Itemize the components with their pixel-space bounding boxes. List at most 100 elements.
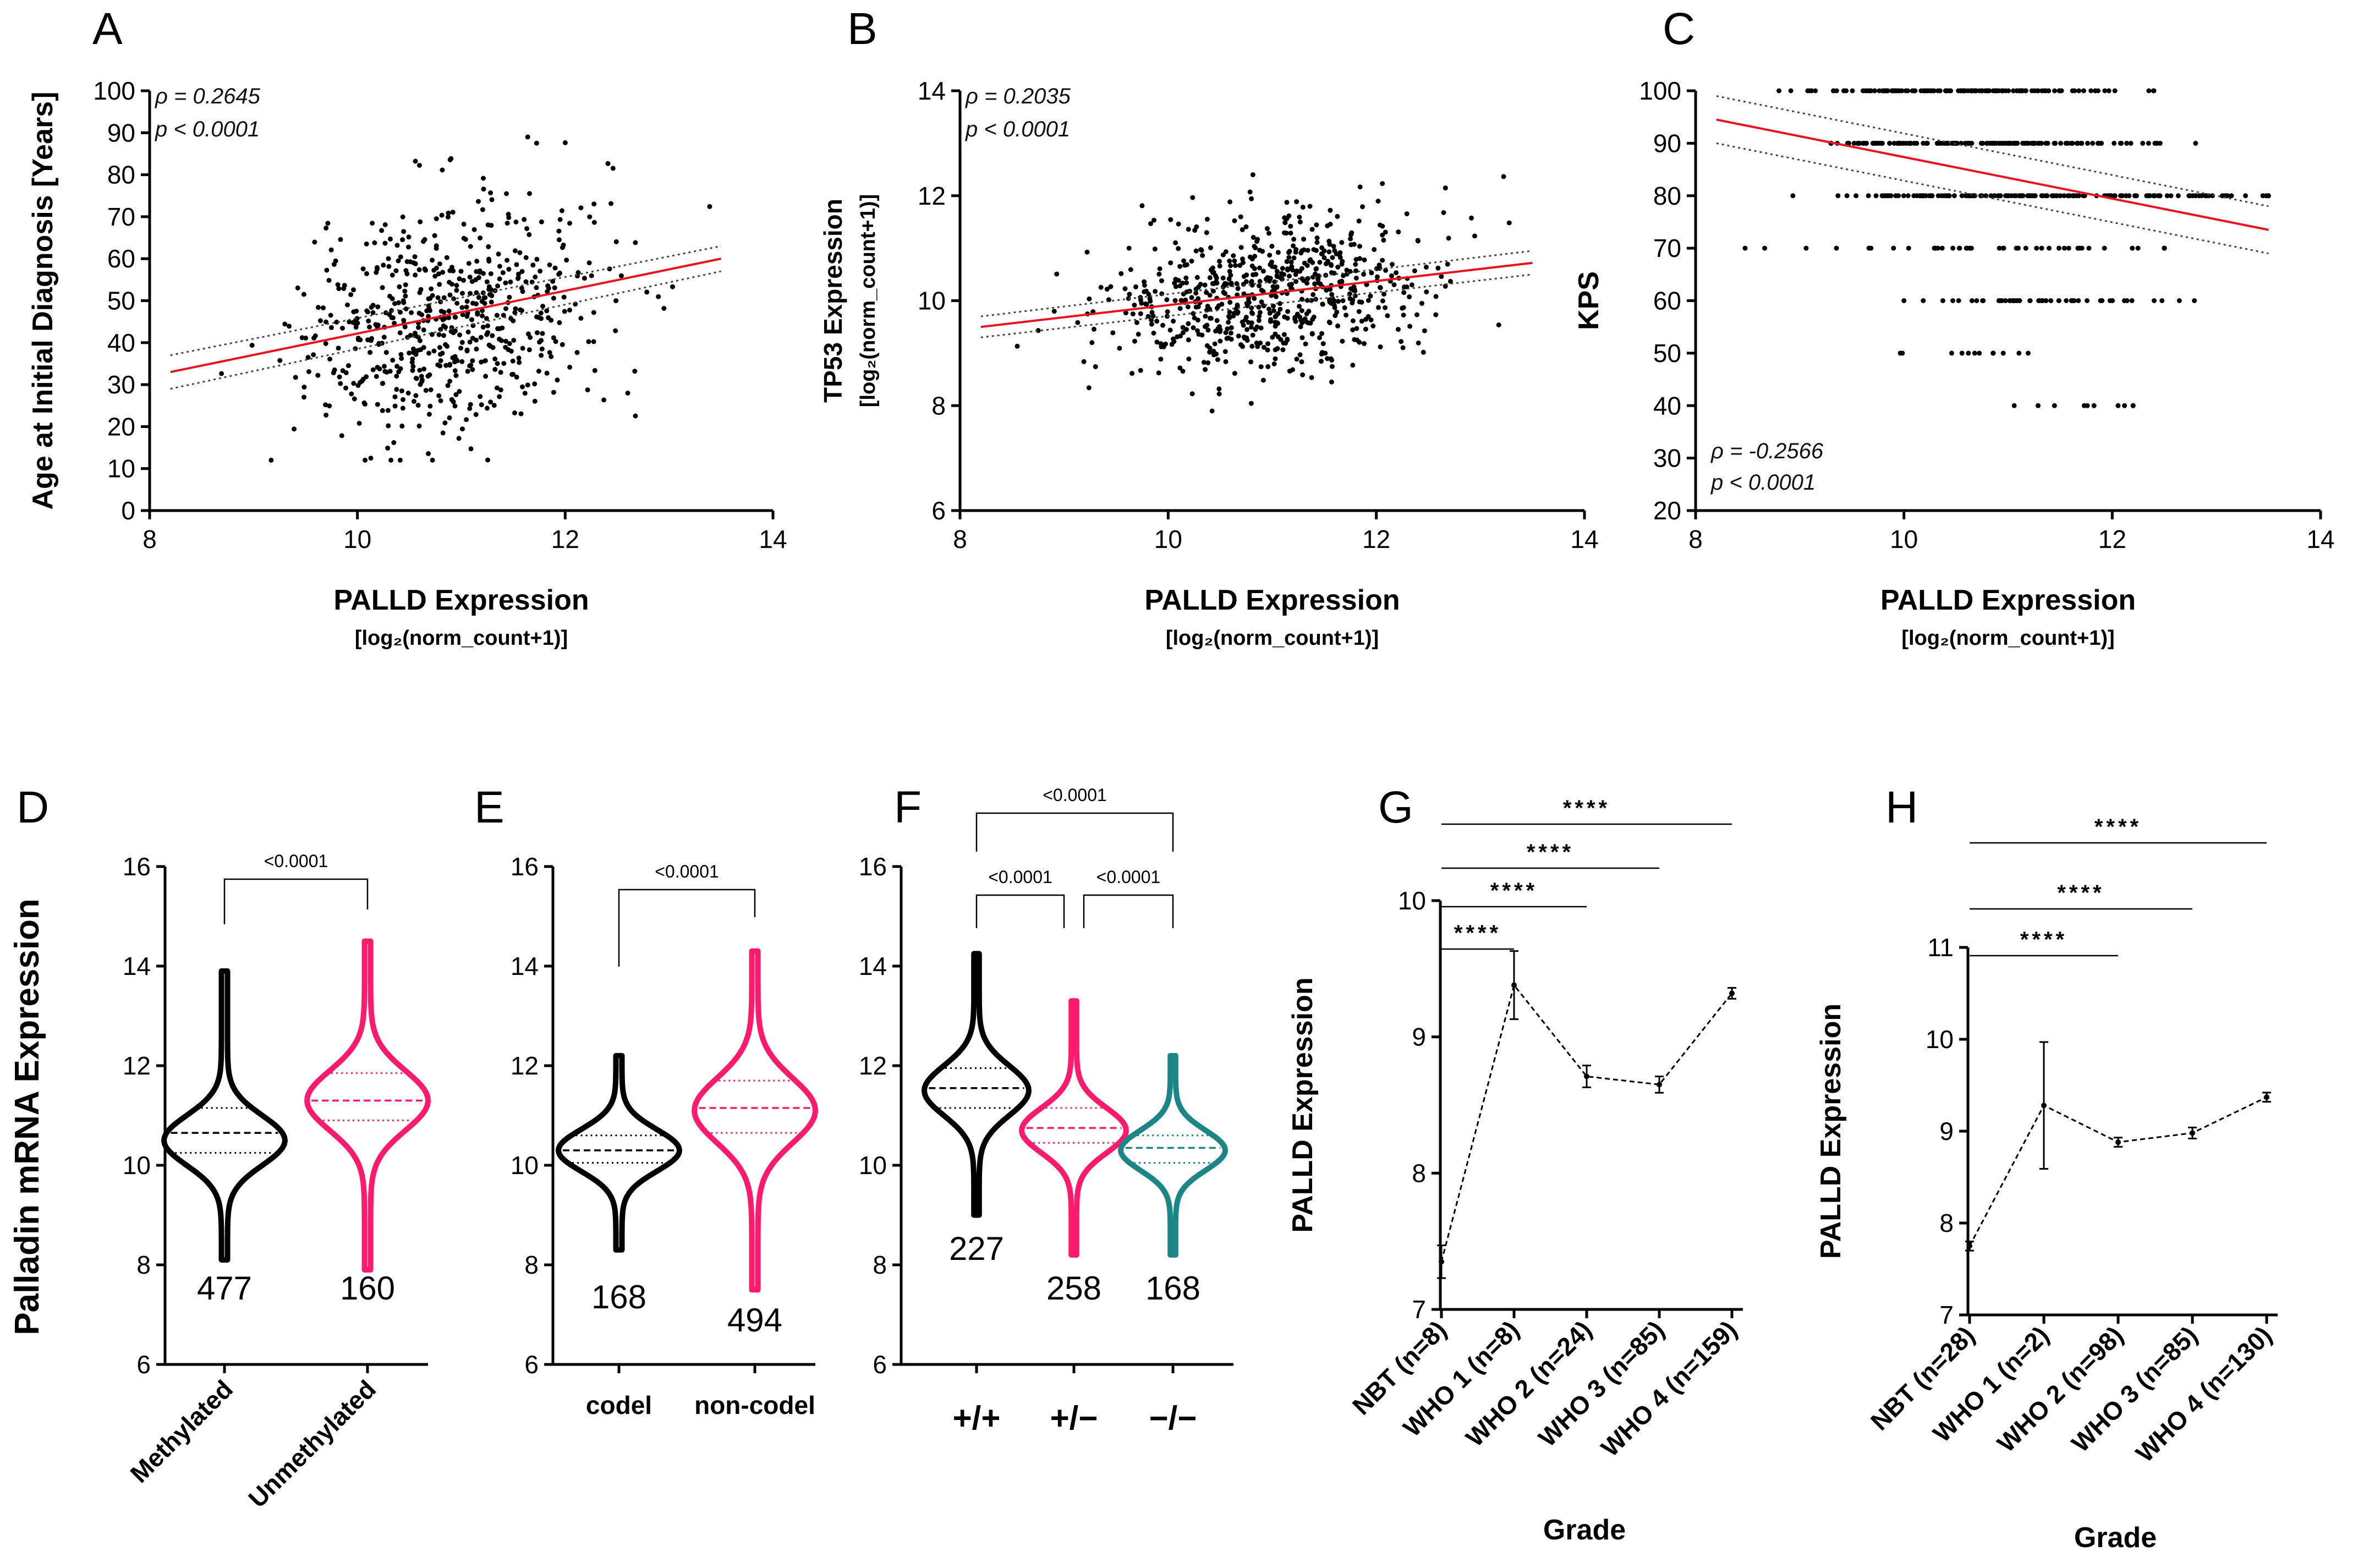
scatter-point xyxy=(430,457,435,463)
scatter-panel-C: C 8 10 12 14 20 30 40 50 60 70 80 90 100 ρ = -0.2566 p … xyxy=(1573,4,2335,650)
scatter-point xyxy=(1248,401,1254,406)
scatter-point xyxy=(1330,255,1335,260)
scatter-point xyxy=(1311,314,1317,320)
scatter-point xyxy=(1320,301,1325,307)
scatter-point xyxy=(385,446,391,451)
scatter-point xyxy=(2019,193,2024,199)
x-tick-label: 8 xyxy=(142,525,157,553)
scatter-point xyxy=(1950,245,1956,251)
scatter-point xyxy=(2003,193,2008,199)
scatter-point xyxy=(1297,304,1302,309)
scatter-point xyxy=(1329,364,1335,369)
scatter-point xyxy=(1850,88,1855,94)
scatter-point xyxy=(2032,140,2038,146)
scatter-point xyxy=(1469,215,1474,221)
scatter-point xyxy=(1285,337,1290,342)
scatter-point xyxy=(457,332,462,338)
scatter-point xyxy=(2140,140,2146,146)
scatter-point xyxy=(494,385,500,391)
scatter-point xyxy=(490,345,496,350)
scatter-point xyxy=(1217,259,1222,264)
scatter-point xyxy=(1194,275,1200,280)
scatter-point xyxy=(1912,88,1918,94)
scatter-point xyxy=(1339,240,1345,245)
scatter-point xyxy=(399,423,405,429)
ci-upper-band xyxy=(980,250,1533,317)
scatter-point xyxy=(396,300,401,305)
scatter-point xyxy=(1325,356,1330,361)
x-tick-label: 10 xyxy=(1154,525,1182,553)
scatter-point xyxy=(1256,318,1262,323)
scatter-point xyxy=(2014,193,2019,199)
scatter-point xyxy=(427,372,432,377)
scatter-point xyxy=(1228,263,1233,268)
scatter-point xyxy=(520,384,525,390)
scatter-point xyxy=(518,307,523,312)
scatter-point xyxy=(2187,193,2192,199)
scatter-point xyxy=(483,374,489,379)
scatter-point xyxy=(532,381,538,387)
scatter-point xyxy=(2034,245,2039,251)
scatter-point xyxy=(1254,239,1259,244)
scatter-point xyxy=(1205,305,1211,311)
x-axis-title: PALLD Expression xyxy=(1144,584,1400,616)
scatter-point xyxy=(458,268,464,274)
scatter-point xyxy=(1258,325,1264,331)
scatter-point xyxy=(428,387,434,392)
scatter-point xyxy=(1186,337,1191,343)
scatter-point xyxy=(403,293,408,299)
significance-stars: **** xyxy=(1454,921,1501,945)
scatter-point xyxy=(1269,259,1274,265)
scatter-point xyxy=(340,326,345,331)
scatter-point xyxy=(484,316,489,321)
scatter-point xyxy=(375,304,381,310)
scatter-point xyxy=(2146,140,2151,146)
scatter-point xyxy=(2112,140,2117,146)
scatter-point xyxy=(1973,88,1978,94)
scatter-point xyxy=(418,219,423,224)
scatter-point xyxy=(539,316,544,321)
y-axis-title: PALLD Expression xyxy=(1287,977,1319,1232)
scatter-point xyxy=(1172,281,1177,286)
scatter-point xyxy=(348,292,354,297)
scatter-point xyxy=(459,305,465,310)
panel-letter: F xyxy=(894,782,922,832)
scatter-point xyxy=(465,369,470,374)
scatter-point xyxy=(1249,310,1254,315)
scatter-point xyxy=(1390,262,1395,267)
scatter-point xyxy=(1381,238,1386,243)
y-tick-label: 7 xyxy=(1412,1295,1426,1324)
scatter-point xyxy=(1139,300,1144,306)
scatter-point xyxy=(1260,289,1266,294)
scatter-point xyxy=(516,276,520,281)
scatter-point xyxy=(2118,140,2123,146)
scatter-point xyxy=(1229,330,1233,336)
scatter-point xyxy=(1275,311,1281,316)
scatter-point xyxy=(1274,268,1280,274)
p-value-label: <0.0001 xyxy=(1096,867,1161,887)
category-label: codel xyxy=(586,1391,652,1419)
scatter-point xyxy=(426,350,431,356)
scatter-point xyxy=(1271,308,1276,314)
scatter-point xyxy=(513,306,518,311)
scatter-point xyxy=(443,325,448,330)
scatter-points xyxy=(219,134,712,463)
scatter-point xyxy=(1249,343,1255,349)
scatter-point xyxy=(1353,262,1358,267)
scatter-point xyxy=(503,338,508,344)
scatter-point xyxy=(2152,140,2158,146)
scatter-point xyxy=(466,261,471,266)
scatter-point xyxy=(435,295,441,300)
scatter-point xyxy=(1287,369,1292,374)
scatter-point xyxy=(1081,359,1087,364)
scatter-point xyxy=(1193,290,1199,296)
scatter-point xyxy=(1297,268,1303,274)
scatter-point xyxy=(608,201,614,206)
scatter-point xyxy=(534,256,540,262)
scatter-point xyxy=(2081,88,2086,94)
scatter-point xyxy=(1274,273,1280,278)
scatter-point xyxy=(1862,140,1867,146)
scatter-point xyxy=(1391,282,1397,287)
scatter-point xyxy=(1189,259,1194,264)
